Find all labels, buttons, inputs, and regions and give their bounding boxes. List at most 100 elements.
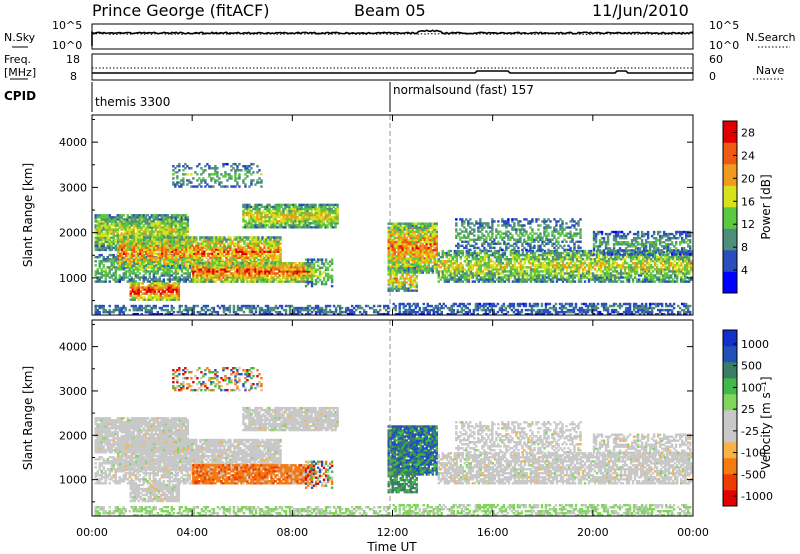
- power-cell: [198, 270, 201, 273]
- power-cell: [439, 262, 442, 265]
- power-cell: [122, 228, 125, 231]
- power-cell: [186, 230, 190, 233]
- power-cell: [114, 270, 117, 273]
- power-cell: [134, 226, 137, 229]
- power-cell: [232, 280, 235, 283]
- power-cell: [407, 250, 410, 254]
- power-cell: [267, 246, 270, 249]
- power-cell: [161, 248, 164, 251]
- power-cell: [387, 232, 390, 236]
- power-cell: [158, 257, 162, 261]
- power-cell: [264, 205, 267, 209]
- power-cell: [129, 266, 132, 270]
- power-cell: [249, 236, 252, 239]
- power-cell: [296, 266, 299, 269]
- power-cell: [247, 250, 250, 253]
- power-cell: [136, 312, 139, 315]
- power-cell: [399, 250, 402, 254]
- power-cell: [138, 224, 141, 227]
- power-cell: [326, 213, 329, 217]
- power-cell: [160, 230, 164, 233]
- power-cell: [196, 179, 199, 182]
- power-cell: [413, 224, 416, 227]
- power-cell: [98, 272, 101, 275]
- power-cell: [100, 260, 103, 263]
- power-cell: [246, 268, 249, 271]
- power-cell: [186, 224, 190, 227]
- power-cell: [226, 266, 229, 269]
- power-cell: [262, 276, 265, 279]
- power-cell: [232, 272, 235, 275]
- power-cell: [292, 310, 296, 314]
- power-cell: [207, 254, 210, 258]
- power-cell: [96, 214, 99, 217]
- power-cell: [153, 246, 156, 249]
- power-cell: [306, 304, 310, 308]
- power-cell: [220, 181, 223, 184]
- power-cell: [147, 262, 150, 266]
- power-cell: [415, 224, 418, 227]
- power-cell: [174, 218, 178, 221]
- power-cell: [236, 165, 239, 168]
- power-cell: [322, 224, 325, 227]
- power-cell: [244, 165, 247, 168]
- power-cell: [165, 262, 168, 266]
- power-cell: [108, 226, 111, 229]
- power-cell: [243, 258, 246, 262]
- power-cell: [286, 205, 289, 209]
- power-cell: [443, 278, 446, 281]
- power-cell: [247, 246, 250, 249]
- power-cell: [427, 228, 430, 232]
- power-cell: [268, 270, 271, 273]
- power-cell: [149, 258, 152, 262]
- power-cell: [441, 260, 444, 263]
- power-cell: [180, 224, 184, 227]
- power-cell: [270, 268, 273, 271]
- power-cell: [117, 264, 120, 268]
- power-cell: [419, 242, 422, 246]
- power-cell: [150, 216, 154, 219]
- power-cell: [108, 230, 111, 233]
- power-cell: [221, 260, 224, 264]
- power-cell: [164, 268, 168, 271]
- power-cell: [246, 169, 249, 172]
- power-cell: [228, 276, 231, 279]
- power-cell: [186, 226, 190, 229]
- power-cell: [175, 288, 179, 291]
- power-cell: [296, 274, 299, 277]
- power-cell: [142, 234, 145, 237]
- power-cell: [128, 220, 131, 223]
- power-cell: [393, 240, 396, 244]
- power-cell: [242, 209, 245, 213]
- power-cell: [451, 268, 455, 271]
- power-cell: [275, 258, 278, 262]
- power-cell: [264, 262, 267, 265]
- power-cell: [429, 236, 432, 240]
- power-cell: [224, 280, 227, 283]
- power-cell: [282, 266, 285, 269]
- power-cell: [209, 252, 212, 255]
- power-cell: [175, 292, 179, 295]
- power-cell: [308, 226, 311, 229]
- power-cell: [134, 272, 137, 275]
- power-cell: [401, 261, 404, 264]
- power-cell: [236, 181, 239, 184]
- power-cell: [136, 270, 139, 273]
- power-cell: [185, 264, 188, 268]
- power-cell: [189, 238, 192, 241]
- power-cell: [423, 228, 426, 232]
- power-cell: [245, 252, 248, 255]
- power-cell: [116, 236, 119, 239]
- power-cell: [399, 261, 402, 264]
- power-cell: [131, 244, 134, 247]
- power-cell: [108, 304, 111, 308]
- power-cell: [260, 185, 263, 188]
- power-cell: [160, 268, 164, 271]
- power-cell: [176, 175, 179, 178]
- power-cell: [159, 248, 162, 251]
- power-cell: [143, 254, 146, 258]
- power-cell: [239, 236, 242, 239]
- power-cell: [133, 242, 136, 245]
- power-cell: [227, 252, 230, 255]
- power-cell: [165, 298, 169, 301]
